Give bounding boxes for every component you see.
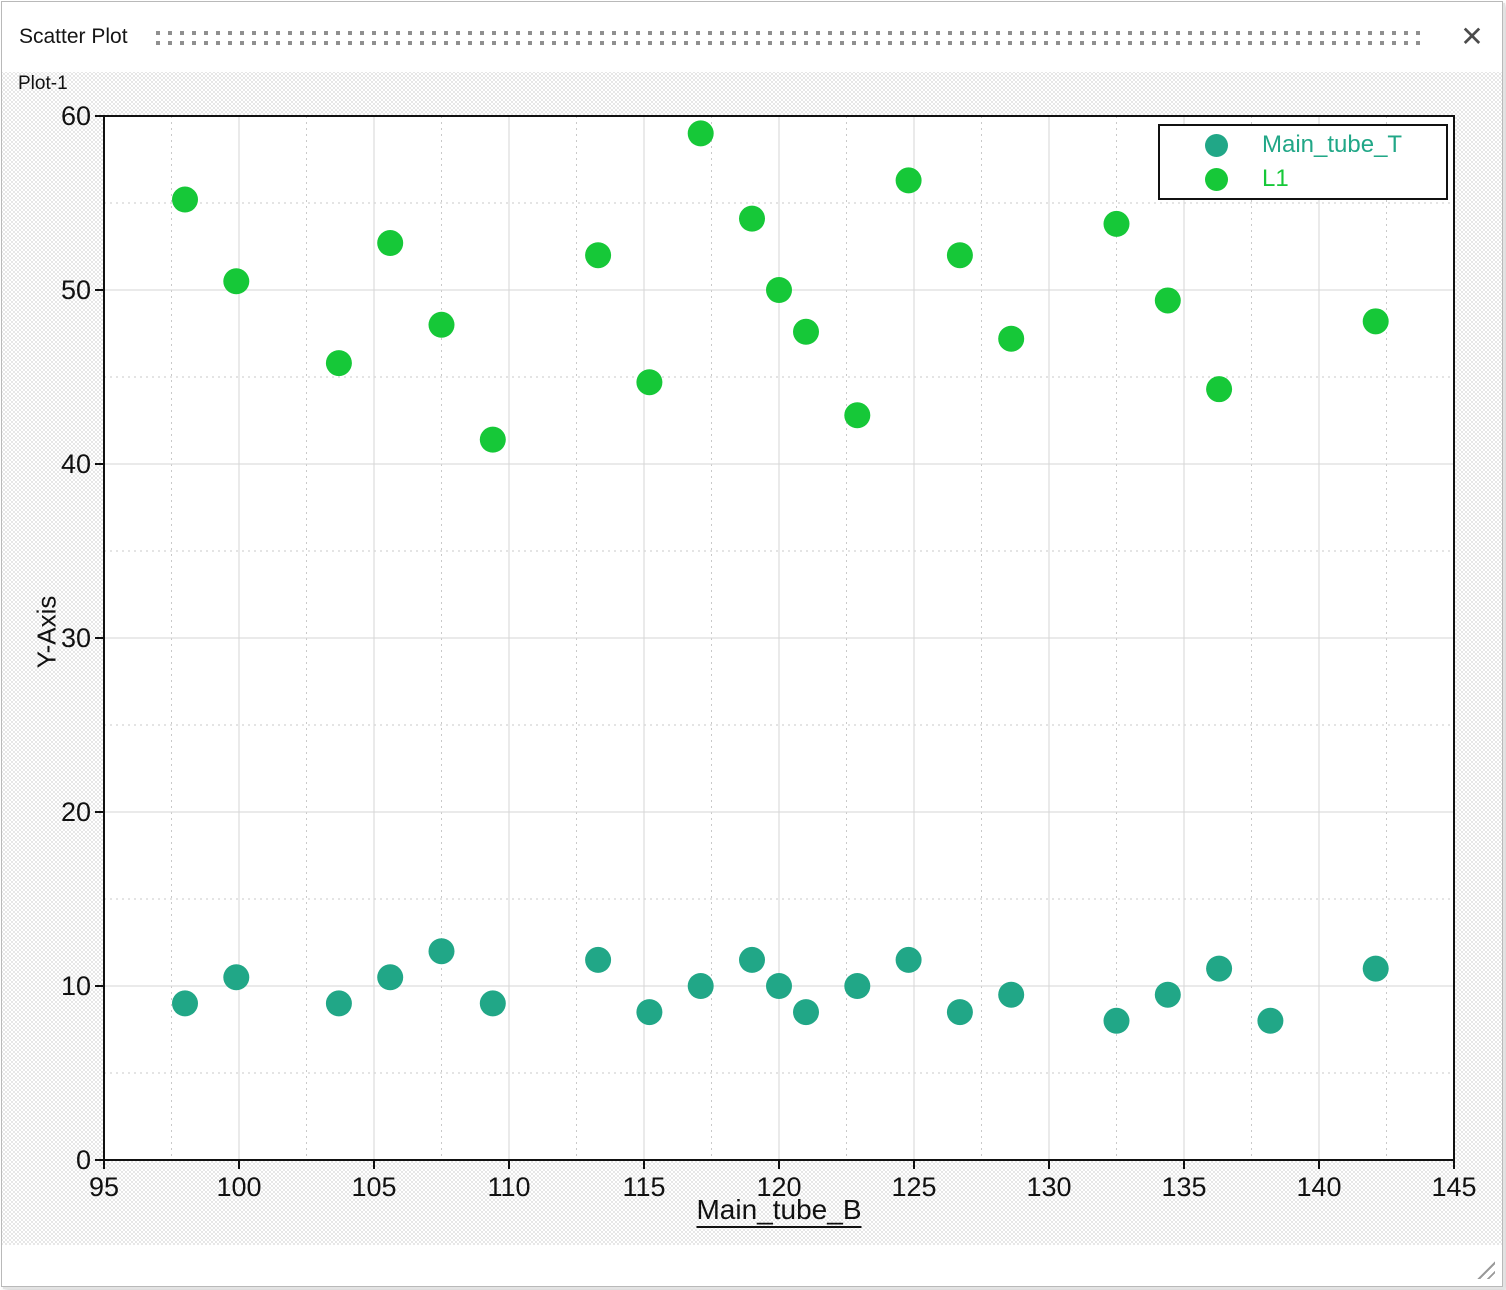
data-point: [739, 205, 765, 232]
x-tick-label: 120: [756, 1172, 801, 1202]
data-point: [223, 964, 250, 991]
y-axis-label: Y-Axis: [31, 595, 62, 669]
legend-row-main-tube-t: Main_tube_T: [1160, 131, 1446, 159]
plot-title: Plot-1: [18, 73, 68, 94]
data-point: [325, 350, 352, 377]
y-tick-label: 10: [61, 971, 91, 1001]
legend-marker-green-icon: [1205, 167, 1228, 191]
data-point: [585, 946, 612, 973]
y-tick-label: 30: [61, 623, 91, 653]
data-point: [377, 964, 404, 991]
title-bar: Scatter Plot ✕: [2, 2, 1502, 72]
close-icon[interactable]: ✕: [1454, 19, 1490, 55]
data-point: [766, 973, 792, 999]
x-tick-label: 110: [487, 1172, 530, 1202]
x-tick-label: 125: [891, 1172, 936, 1202]
data-point: [1206, 376, 1233, 403]
data-point: [793, 999, 819, 1026]
data-point: [1103, 210, 1130, 237]
data-point: [479, 990, 506, 1017]
data-point: [325, 990, 352, 1017]
y-tick-label: 60: [61, 101, 91, 131]
data-point: [1206, 955, 1233, 982]
axis-ticks: 95 100 105 110 115 120 125 130 135 140 145 0 10 20 30 4…: [61, 101, 1477, 1202]
data-point: [428, 311, 455, 338]
x-tick-label: 135: [1161, 1172, 1206, 1202]
data-point: [998, 981, 1025, 1008]
x-axis-label: Main_tube_B: [696, 1194, 862, 1225]
data-point: [1154, 287, 1181, 314]
data-point: [946, 999, 973, 1026]
data-point: [1257, 1007, 1284, 1034]
window-title: Scatter Plot: [19, 25, 128, 48]
legend-marker-teal-icon: [1205, 133, 1228, 157]
data-point: [998, 325, 1025, 352]
data-point: [636, 369, 663, 396]
data-point: [636, 999, 663, 1026]
data-point: [479, 426, 506, 453]
data-point: [793, 318, 819, 345]
y-tick-label: 40: [61, 449, 91, 479]
window-drag-handle-icon[interactable]: [155, 30, 1424, 46]
data-point: [377, 230, 404, 257]
data-point: [766, 277, 792, 303]
data-point: [844, 402, 871, 429]
data-point: [1154, 981, 1181, 1008]
x-tick-label: 130: [1026, 1172, 1071, 1202]
data-point: [223, 268, 250, 295]
data-point: [428, 938, 455, 965]
x-tick-label: 95: [89, 1172, 119, 1202]
data-point: [172, 990, 198, 1017]
resize-grip-icon[interactable]: [1477, 1261, 1495, 1279]
chart-canvas: 95 100 105 110 115 120 125 130 135 140 145 0 10 20 30 4…: [2, 72, 1502, 1245]
data-point: [1362, 955, 1389, 982]
x-tick-label: 140: [1296, 1172, 1341, 1202]
legend: Main_tube_T L1: [1158, 124, 1448, 200]
data-point: [946, 242, 973, 269]
x-tick-label: 145: [1431, 1172, 1476, 1202]
data-point: [1362, 308, 1389, 335]
y-tick-label: 0: [76, 1145, 91, 1175]
data-point: [172, 186, 198, 213]
data-point: [1103, 1007, 1130, 1034]
x-tick-label: 100: [216, 1172, 261, 1202]
scatter-plot: 95 100 105 110 115 120 125 130 135 140 145 0 10 20 30 4…: [61, 101, 1477, 1202]
y-tick-label: 50: [61, 275, 91, 305]
series-Main_tube_T: [172, 938, 1389, 1034]
legend-row-l1: L1: [1160, 165, 1446, 193]
data-point: [895, 167, 922, 194]
data-point: [585, 242, 612, 269]
x-tick-label: 115: [622, 1172, 665, 1202]
legend-label-main-tube-t: Main_tube_T: [1262, 131, 1403, 158]
data-point: [844, 973, 871, 999]
data-point: [895, 946, 922, 973]
y-tick-label: 20: [61, 797, 91, 827]
series-L1: [172, 120, 1389, 453]
data-point: [739, 946, 765, 973]
legend-label-l1: L1: [1262, 165, 1289, 192]
x-tick-label: 105: [351, 1172, 396, 1202]
status-strip: [2, 1245, 1502, 1286]
data-point: [687, 973, 714, 999]
data-point: [687, 120, 714, 147]
